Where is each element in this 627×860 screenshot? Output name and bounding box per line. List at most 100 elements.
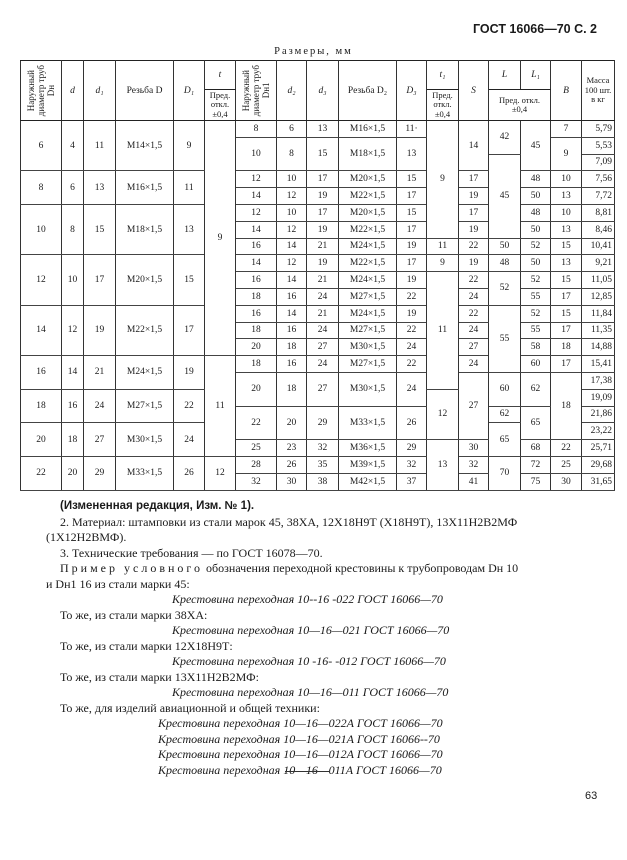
same-13x11: То же, из стали марки 13Х11Н2В2МФ: [60, 670, 259, 684]
cell-D3: 17 [396, 187, 427, 205]
cell-mass: 15,41 [581, 355, 615, 373]
cell-d3: 32 [306, 439, 339, 457]
cell-mass: 25,71 [581, 439, 615, 457]
cell-d2: 16 [276, 322, 307, 340]
cell-D1: 9 [173, 120, 205, 172]
cell-B: 15 [550, 271, 582, 289]
header-thread-d: Резьба D [115, 60, 174, 121]
cell-B: 15 [550, 305, 582, 323]
header-d1: d₁ [83, 60, 116, 121]
cell-d3: 24 [306, 355, 339, 373]
cell-d2: 10 [276, 204, 307, 222]
cell-D1: 22 [173, 389, 205, 424]
cell-dn: 14 [20, 305, 62, 357]
cell-mass: 5,53 [581, 137, 615, 155]
cell-thread-d: M24×1,5 [115, 355, 174, 390]
cell-d3: 19 [306, 221, 339, 239]
cell-D1: 11 [173, 170, 205, 205]
cell-B: 7 [550, 120, 582, 138]
cell-L1: 45 [520, 120, 551, 172]
cell-s: 17 [458, 204, 489, 222]
cell-d: 4 [61, 120, 84, 172]
cell-mass: 29,68 [581, 456, 615, 474]
cell-dn: 10 [20, 204, 62, 256]
cell-D3: 13 [396, 137, 427, 172]
cell-dn1: 18 [235, 355, 277, 373]
cell-thread-d2: M30×1,5 [338, 372, 397, 407]
material-line-1: 2. Материал: штамповки из стали марок 45… [60, 515, 518, 529]
cell-L1: 62 [520, 372, 551, 407]
cell-thread-d: M14×1,5 [115, 120, 174, 172]
cell-D1: 24 [173, 422, 205, 457]
cell-thread-d2: M20×1,5 [338, 204, 397, 222]
cell-d3: 15 [306, 137, 339, 172]
cell-B: 10 [550, 204, 582, 222]
cell-d3: 13 [306, 120, 339, 138]
header-dn1: Наружный диаметр труб Dн1 [235, 60, 277, 121]
cell-mass: 11,84 [581, 305, 615, 323]
cell-dn1: 20 [235, 372, 277, 407]
cell-d3: 24 [306, 322, 339, 340]
cell-L1: 48 [520, 170, 551, 189]
cell-s: 14 [458, 120, 489, 172]
cell-L1: 60 [520, 355, 551, 373]
cell-B: 10 [550, 170, 582, 189]
cell-thread-d2: M22×1,5 [338, 187, 397, 205]
cell-thread-d2: M27×1,5 [338, 288, 397, 306]
cell-s: 24 [458, 288, 489, 306]
cell-t: 9 [204, 120, 236, 357]
cell-d1: 17 [83, 254, 116, 306]
cell-t1: 13 [426, 439, 459, 491]
cell-d1: 11 [83, 120, 116, 172]
cell-d3: 19 [306, 254, 339, 273]
table-body: 6 4 11 M14×1,5 9 9 8 6 13 M16×1,5 11· 9 14 42 45 7 5,79 1… [20, 120, 615, 491]
cell-mass: 7,09 [581, 154, 615, 172]
cell-d: 8 [61, 204, 84, 256]
cell-s: 19 [458, 221, 489, 239]
cell-L1: 55 [520, 322, 551, 340]
cell-d1: 29 [83, 456, 116, 491]
cell-thread-d: M20×1,5 [115, 254, 174, 306]
cell-d: 10 [61, 254, 84, 306]
cell-B: 18 [550, 372, 582, 441]
table-row: 25 23 32 M36×1,5 29 13 30 68 22 25,71 [21, 439, 615, 491]
cell-t1: 9 [426, 120, 459, 239]
header-t: t [204, 60, 236, 90]
cell-thread-d2: M24×1,5 [338, 305, 397, 323]
cell-L: 52 [488, 271, 521, 306]
cell-dn1: 16 [235, 305, 277, 323]
header-L1: L₁ [520, 60, 551, 90]
cell-dn1: 8 [235, 120, 277, 138]
table-row: 32 30 38 M42×1,5 37 41 75 30 31,65 [21, 473, 615, 491]
edition-note: (Измененная редакция, Изм. № 1). [60, 500, 255, 512]
cell-D3: 26 [396, 406, 427, 441]
cell-s: 22 [458, 238, 489, 256]
table-row: 14 12 19 M22×1,5 17 19 50 13 8,46 [21, 221, 615, 239]
cell-mass: 11,05 [581, 271, 615, 289]
cell-B: 17 [550, 322, 582, 340]
cell-thread-d: M18×1,5 [115, 204, 174, 256]
cell-thread-d2: M27×1,5 [338, 322, 397, 340]
cell-d2: 10 [276, 170, 307, 189]
table-row: 18 16 24 M27×1,5 22 24 55 17 11,35 [21, 322, 615, 340]
header-t1: t₁ [426, 60, 459, 90]
designation-4: Крестовина переходная 10—16—011 ГОСТ 160… [172, 685, 449, 699]
cell-d2: 16 [276, 355, 307, 373]
cell-thread-d: M27×1,5 [115, 389, 174, 424]
cell-d3: 38 [306, 473, 339, 491]
cell-t1: 11 [426, 238, 459, 256]
cell-d2: 12 [276, 187, 307, 205]
cell-D1: 26 [173, 456, 205, 491]
cell-L: 65 [488, 422, 521, 457]
cell-D3: 24 [396, 372, 427, 407]
cell-dn1: 12 [235, 170, 277, 189]
cell-D1: 19 [173, 355, 205, 390]
cell-dn1: 18 [235, 288, 277, 306]
cell-L: 62 [488, 406, 521, 424]
cell-d2: 16 [276, 288, 307, 306]
cell-dn: 22 [20, 456, 62, 491]
cell-s: 30 [458, 439, 489, 457]
header-s: S [458, 60, 489, 121]
cell-B: 22 [550, 439, 582, 457]
cell-thread-d2: M27×1,5 [338, 355, 397, 373]
